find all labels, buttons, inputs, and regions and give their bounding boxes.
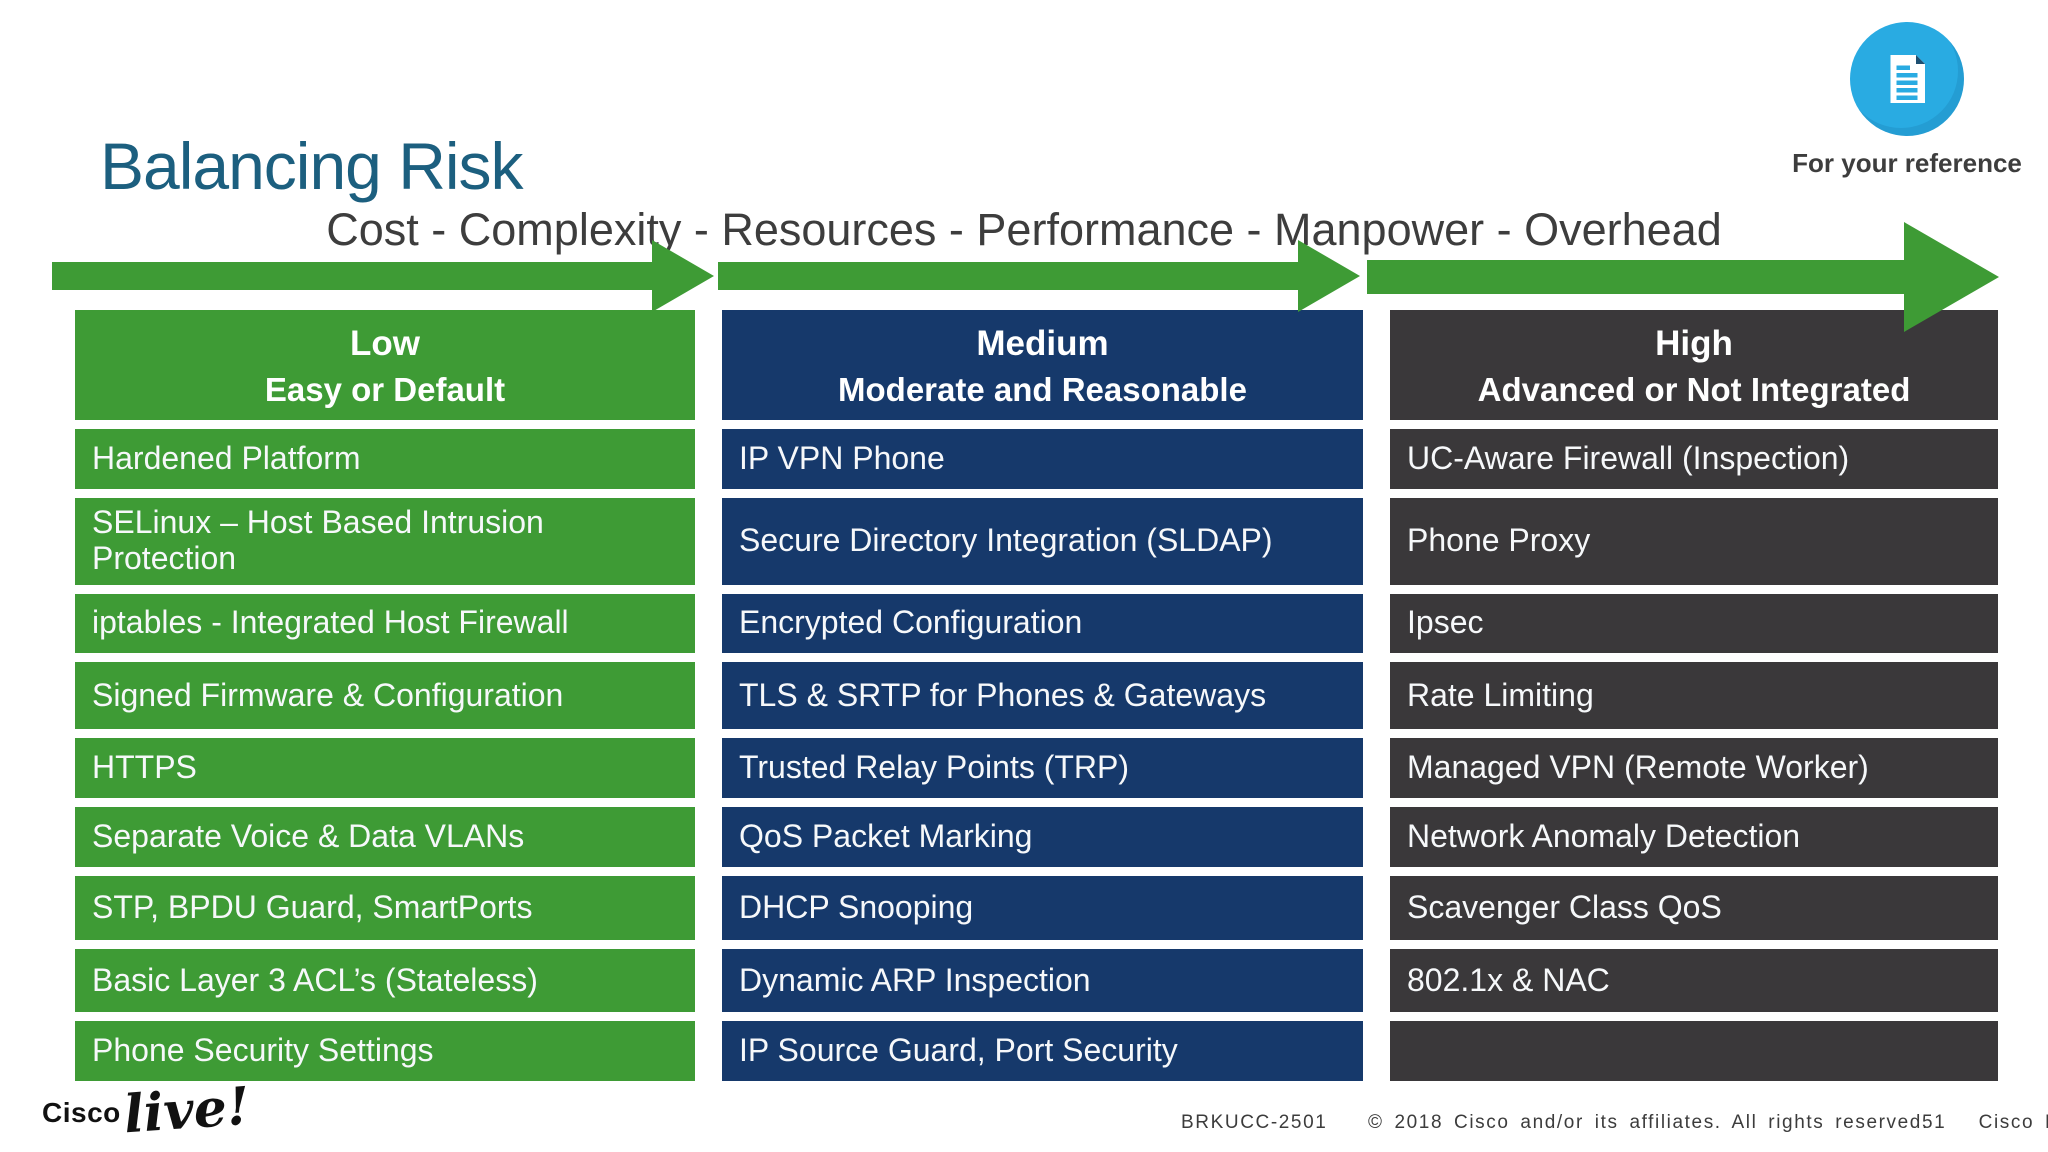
- cisco-logo-text: Cisco: [42, 1096, 121, 1128]
- list-item: Encrypted Configuration: [722, 593, 1363, 654]
- cisco-live-logo: Cisco live!: [42, 1076, 251, 1146]
- list-item: DHCP Snooping: [722, 875, 1363, 941]
- list-item: STP, BPDU Guard, SmartPorts: [75, 875, 695, 941]
- flow-arrow-medium: [718, 240, 1360, 312]
- column-subtitle: Moderate and Reasonable: [838, 371, 1247, 408]
- arrow-bar: [1367, 260, 1904, 294]
- column-low: Low Easy or Default Hardened Platform SE…: [75, 310, 695, 1082]
- column-high-items: UC-Aware Firewall (Inspection) Phone Pro…: [1390, 429, 1998, 1082]
- column-title: Low: [350, 324, 420, 363]
- list-item: iptables - Integrated Host Firewall: [75, 593, 695, 654]
- list-item: Dynamic ARP Inspection: [722, 949, 1363, 1013]
- list-item: Managed VPN (Remote Worker): [1390, 738, 1998, 799]
- flow-arrow-low: [52, 240, 714, 312]
- footer-copyright-text: © 2018 Cisco and/or its affiliates. All …: [1368, 1112, 1929, 1133]
- list-item: Ipsec: [1390, 593, 1998, 654]
- column-title: Medium: [976, 324, 1109, 363]
- list-item: Phone Security Settings: [75, 1021, 695, 1082]
- flow-arrow-high: [1367, 222, 1999, 332]
- column-low-header: Low Easy or Default: [75, 310, 695, 420]
- page-title: Balancing Risk: [100, 129, 524, 203]
- list-item: Hardened Platform: [75, 429, 695, 489]
- list-item: 802.1x & NAC: [1390, 949, 1998, 1013]
- reference-badge: For your reference: [1767, 22, 2047, 179]
- arrow-bar: [52, 262, 652, 290]
- arrow-head-icon: [1904, 222, 1999, 332]
- column-subtitle: Advanced or Not Integrated: [1477, 371, 1911, 408]
- reference-label: For your reference: [1792, 148, 2022, 178]
- list-item: Basic Layer 3 ACL’s (Stateless): [75, 949, 695, 1013]
- list-item: UC-Aware Firewall (Inspection): [1390, 429, 1998, 489]
- footer-classification: Cisco Public: [1978, 1112, 2048, 1133]
- live-logo-text: live!: [121, 1075, 252, 1146]
- list-item: HTTPS: [75, 738, 695, 799]
- column-high-header: High Advanced or Not Integrated: [1390, 310, 1998, 420]
- list-item: SELinux – Host Based Intrusion Protectio…: [75, 497, 695, 585]
- arrow-bar: [718, 262, 1298, 290]
- column-low-items: Hardened Platform SELinux – Host Based I…: [75, 429, 695, 1082]
- column-medium: Medium Moderate and Reasonable IP VPN Ph…: [722, 310, 1363, 1082]
- page-subtitle: Cost - Complexity - Resources - Performa…: [326, 204, 1722, 255]
- list-item: Secure Directory Integration (SLDAP): [722, 497, 1363, 585]
- list-item: [1390, 1021, 1998, 1082]
- column-title: High: [1655, 324, 1733, 363]
- column-medium-header: Medium Moderate and Reasonable: [722, 310, 1363, 420]
- list-item: TLS & SRTP for Phones & Gateways: [722, 662, 1363, 730]
- list-item: IP Source Guard, Port Security: [722, 1021, 1363, 1082]
- list-item: Scavenger Class QoS: [1390, 875, 1998, 941]
- footer-page-number: 51: [1922, 1112, 1947, 1133]
- column-high: High Advanced or Not Integrated UC-Aware…: [1390, 310, 1998, 1082]
- document-icon: [1850, 22, 1964, 136]
- arrow-head-icon: [1298, 240, 1360, 312]
- list-item: Phone Proxy: [1390, 497, 1998, 585]
- list-item: IP VPN Phone: [722, 429, 1363, 489]
- list-item: QoS Packet Marking: [722, 807, 1363, 867]
- footer-copyright: © 2018 Cisco and/or its affiliates. All …: [1368, 1112, 2048, 1134]
- list-item: Rate Limiting: [1390, 662, 1998, 730]
- list-item: Trusted Relay Points (TRP): [722, 738, 1363, 799]
- list-item: Network Anomaly Detection: [1390, 807, 1998, 867]
- footer-session-id: BRKUCC-2501: [1181, 1112, 1328, 1133]
- column-subtitle: Easy or Default: [264, 371, 506, 408]
- list-item: Separate Voice & Data VLANs: [75, 807, 695, 867]
- list-item: Signed Firmware & Configuration: [75, 662, 695, 730]
- arrow-head-icon: [652, 240, 714, 312]
- column-medium-items: IP VPN Phone Secure Directory Integratio…: [722, 429, 1363, 1082]
